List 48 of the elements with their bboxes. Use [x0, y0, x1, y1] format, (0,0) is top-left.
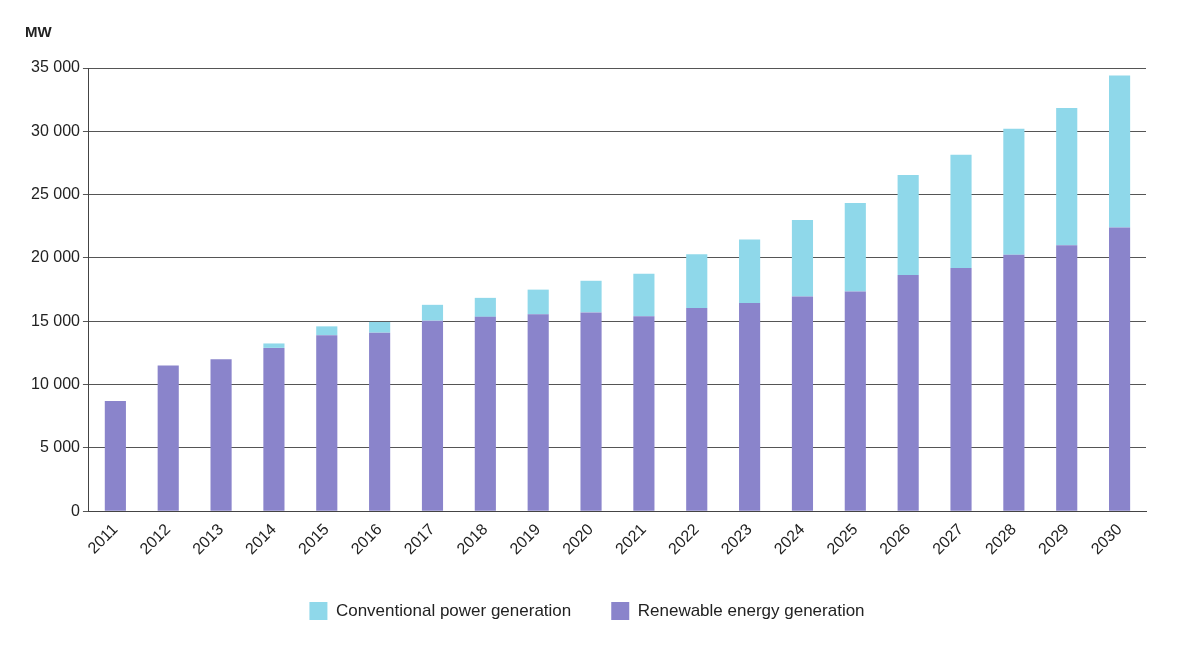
y-tick-label: 10 000: [31, 375, 81, 393]
y-tick-label: 5 000: [39, 438, 81, 456]
bar: [263, 347, 285, 511]
bar: [633, 316, 655, 511]
bar: [474, 316, 496, 511]
bar: [316, 335, 338, 511]
bar: [844, 202, 866, 292]
bar: [686, 307, 708, 511]
bar: [263, 343, 285, 348]
bar: [157, 365, 179, 511]
bar: [1056, 245, 1078, 511]
bar: [1109, 227, 1131, 511]
bar: [950, 268, 972, 511]
bar: [580, 312, 602, 511]
bar: [739, 302, 761, 511]
bar: [1003, 254, 1025, 511]
bar: [527, 289, 549, 315]
bar: [686, 254, 708, 308]
y-tick-label: 15 000: [31, 311, 81, 329]
bar: [633, 273, 655, 317]
y-tick-label: 20 000: [31, 248, 81, 266]
bar: [210, 359, 232, 511]
bar: [1109, 75, 1131, 228]
bar: [950, 154, 972, 269]
y-tick-label: 35 000: [31, 58, 81, 76]
bar: [897, 275, 919, 511]
bar: [316, 326, 338, 336]
bar: [369, 332, 391, 511]
bar: [104, 401, 126, 511]
bar: [791, 296, 814, 511]
bar: [421, 320, 444, 511]
bar: [791, 219, 814, 297]
bar: [844, 291, 866, 511]
bar: [1056, 107, 1078, 246]
bar: [1003, 128, 1025, 255]
y-axis-title: MW: [24, 22, 53, 40]
bar: [474, 297, 496, 317]
legend-label: Conventional power generation: [335, 600, 572, 620]
legend-label: Renewable energy generation: [637, 600, 865, 620]
y-tick-label: 0: [71, 501, 81, 519]
bar: [739, 239, 761, 303]
bar: [580, 280, 602, 313]
bar: [421, 304, 444, 321]
y-tick-label: 25 000: [31, 185, 81, 203]
bar: [369, 321, 391, 333]
y-tick-label: 30 000: [31, 121, 81, 139]
bar: [897, 175, 919, 276]
bar: [527, 314, 549, 511]
